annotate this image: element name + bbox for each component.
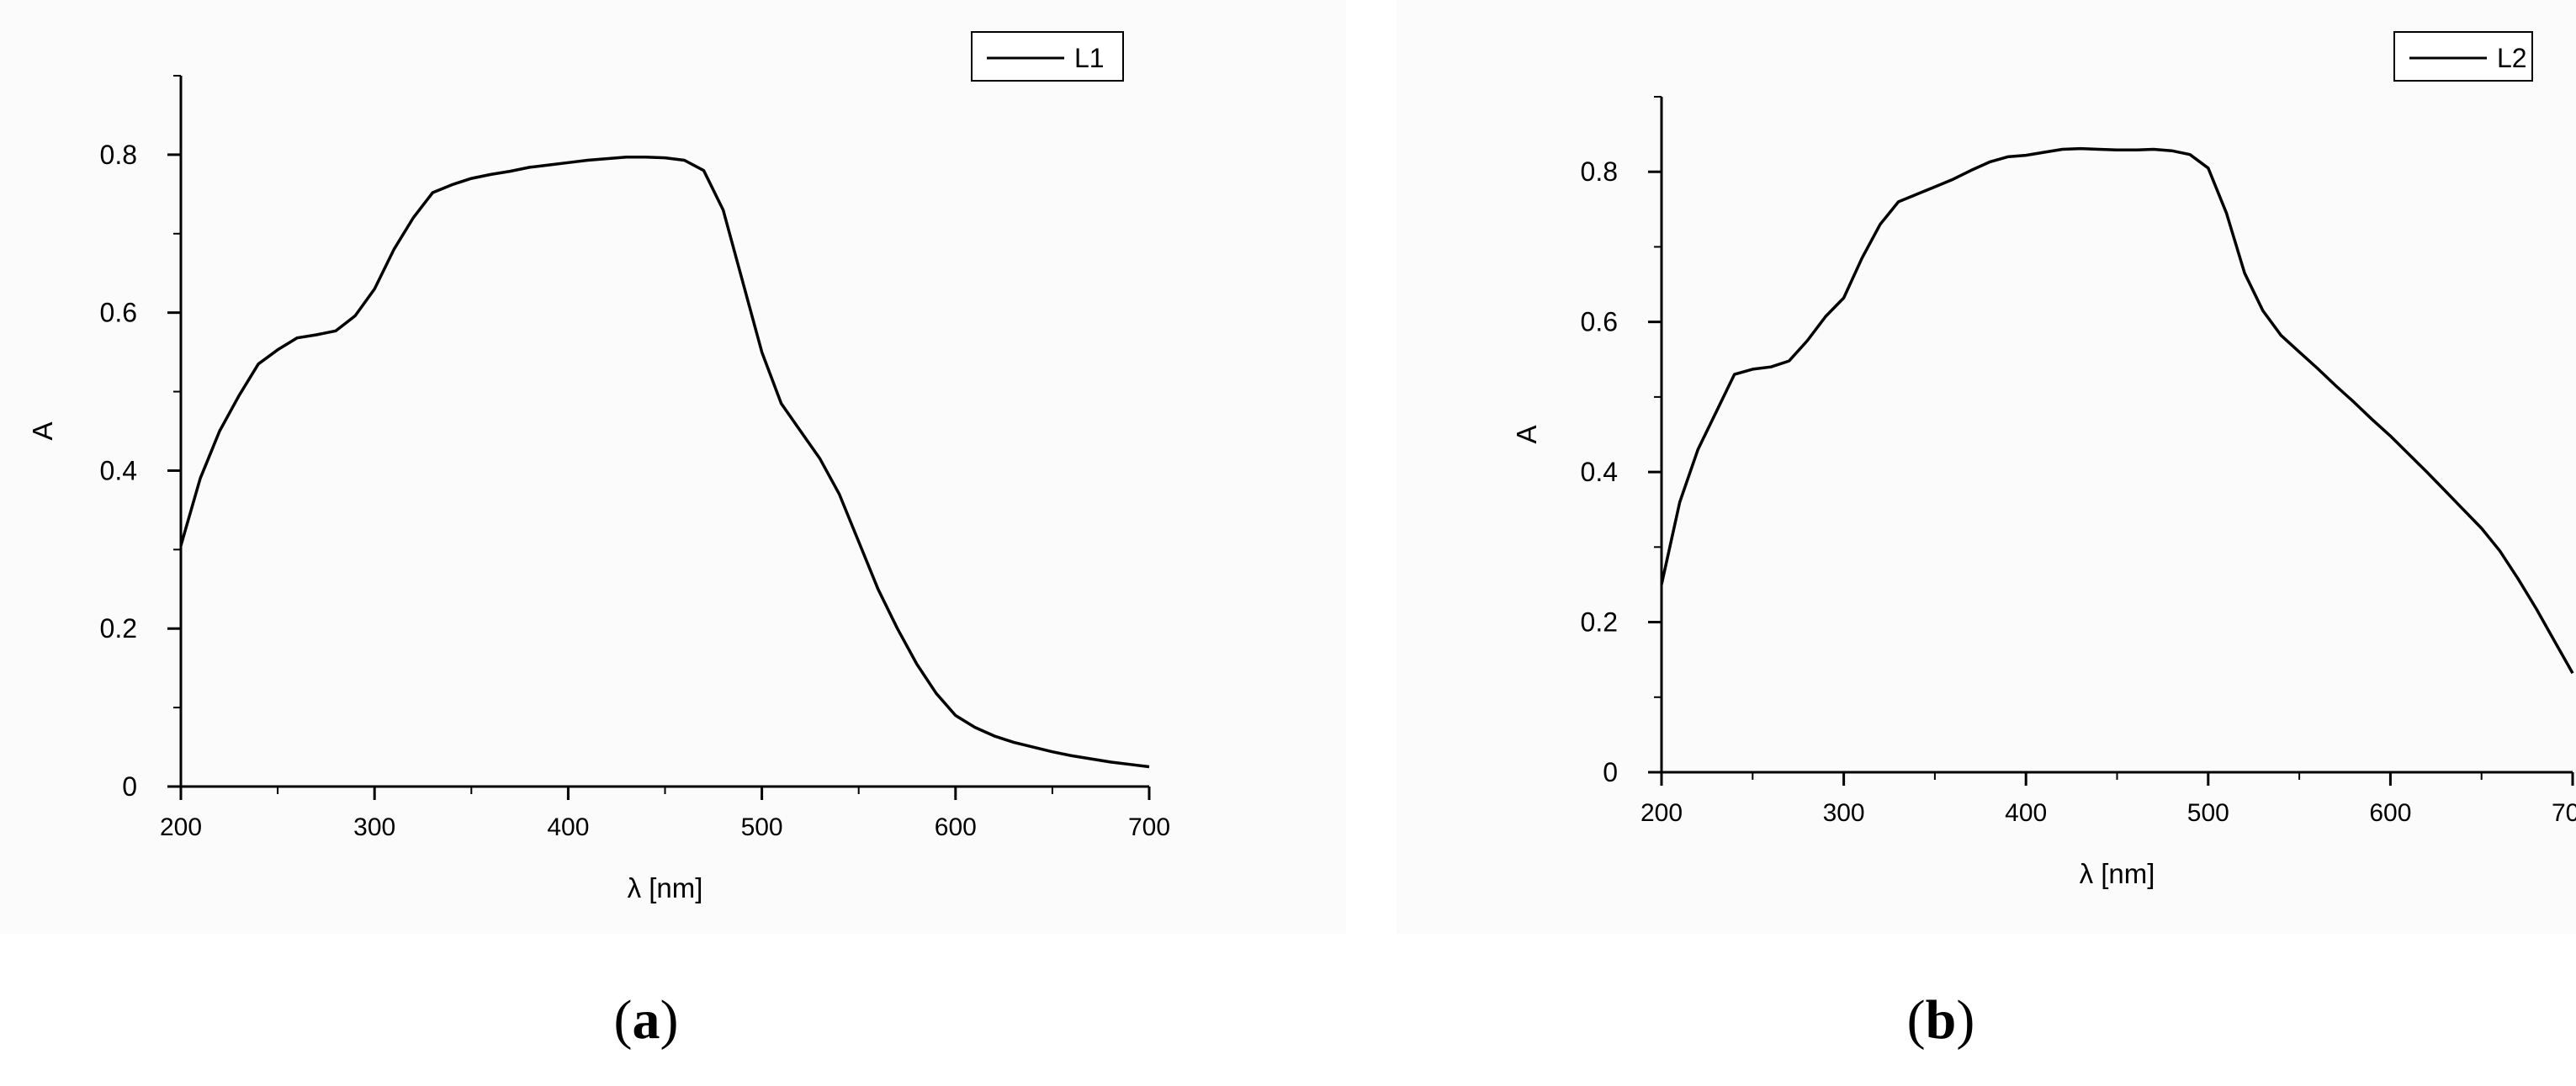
panel-a-background (0, 0, 1346, 934)
caption-a-letter: a (632, 989, 660, 1051)
x-tick-label-a-200: 200 (160, 813, 202, 841)
y-axis-label-b: A (1511, 425, 1542, 443)
y-tick-label-b-4: 0.8 (1581, 156, 1618, 187)
y-tick-label-a-4: 0.8 (100, 140, 137, 170)
y-tick-label-b-2: 0.4 (1581, 457, 1618, 487)
caption-b: (b) (1906, 989, 1975, 1051)
x-tick-label-a-500: 500 (741, 813, 783, 841)
legend-b: L2 (2393, 31, 2533, 82)
x-tick-label-b-500: 500 (2187, 799, 2229, 827)
y-axis-label-a: A (27, 421, 58, 440)
series-line-L2 (1660, 146, 2574, 675)
y-tick-label-a-3: 0.6 (100, 298, 137, 328)
y-tick-label-b-1: 0.2 (1581, 607, 1618, 638)
y-tick-label-b-3: 0.6 (1581, 307, 1618, 337)
legend-box-b (2393, 31, 2533, 82)
x-tick-label-b-200: 200 (1640, 799, 1683, 827)
x-tick-label-b-700: 700 (2552, 799, 2576, 827)
legend-box-a (971, 31, 1124, 82)
panel-b-background (1397, 0, 2576, 934)
y-tick-label-a-1: 0.2 (100, 613, 137, 644)
x-tick-label-a-400: 400 (547, 813, 589, 841)
y-tick-label-b-0: 0 (1603, 757, 1618, 787)
legend-label-b: L2 (2497, 43, 2527, 73)
caption-a: (a) (613, 989, 679, 1051)
x-tick-label-b-600: 600 (2369, 799, 2411, 827)
x-axis-label-a: λ [nm] (628, 872, 703, 903)
x-tick-label-b-300: 300 (1823, 799, 1865, 827)
x-axis-label-b: λ [nm] (2080, 858, 2155, 889)
x-tick-label-a-700: 700 (1128, 813, 1170, 841)
caption-b-letter: b (1925, 989, 1957, 1051)
y-tick-label-a-2: 0.4 (100, 455, 137, 485)
legend-a: L1 (971, 31, 1124, 82)
x-tick-label-a-300: 300 (353, 813, 395, 841)
x-tick-label-b-400: 400 (2005, 799, 2047, 827)
series-line-L1 (179, 155, 1150, 769)
y-tick-label-a-0: 0 (122, 771, 137, 802)
legend-label-a: L1 (1074, 43, 1105, 73)
x-tick-label-a-600: 600 (935, 813, 977, 841)
